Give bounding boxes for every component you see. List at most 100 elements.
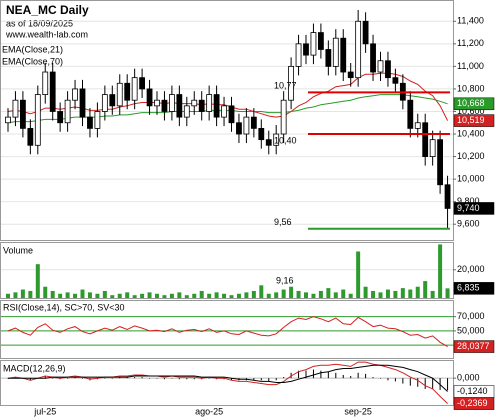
histogram-bar	[67, 378, 69, 379]
candle-body	[221, 105, 227, 118]
volume-bar	[50, 290, 55, 298]
last-value-label: 10,519	[457, 115, 485, 125]
candle-body	[12, 99, 19, 118]
histogram-bar	[357, 372, 359, 379]
histogram-bar	[156, 378, 158, 379]
chart-subtitle: as of 18/09/2025	[6, 18, 73, 28]
candle-body	[236, 122, 242, 135]
histogram-bar	[380, 378, 381, 379]
y-tick-label: 20,000	[457, 264, 485, 274]
volume-bar	[378, 292, 383, 298]
histogram-bar	[82, 378, 83, 379]
histogram-bar	[268, 378, 270, 382]
histogram-bar	[149, 378, 151, 379]
chart-title: NEA_MC Daily	[6, 3, 89, 17]
histogram-bar	[387, 378, 389, 381]
candle-body	[392, 77, 399, 84]
volume-bar	[117, 293, 122, 298]
candle-body	[94, 111, 101, 129]
volume-bar	[13, 292, 18, 298]
candle-body	[124, 82, 131, 101]
volume-bar	[125, 292, 130, 298]
candle-body	[258, 127, 265, 141]
histogram-bar	[208, 378, 210, 379]
y-tick-label: 9,600	[457, 219, 480, 229]
histogram-bar	[260, 378, 262, 381]
volume-bar	[155, 293, 159, 298]
volume-panel	[0, 242, 454, 299]
volume-bar	[274, 292, 279, 298]
candle-body	[280, 99, 287, 135]
legend-entry: EMA(Close,70)	[2, 56, 63, 66]
candle-body	[64, 99, 71, 124]
volume-bar	[222, 293, 227, 298]
volume-bar	[140, 293, 145, 298]
candle-body	[183, 105, 190, 118]
candle-body	[295, 43, 302, 67]
source: www.wealth-lab.com	[5, 29, 88, 39]
volume-bar	[6, 293, 10, 298]
histogram-bar	[119, 377, 121, 379]
candle-body	[310, 32, 317, 56]
volume-bar	[415, 286, 420, 298]
last-value-label: 28,0377	[457, 341, 490, 351]
volume-bar	[43, 286, 48, 298]
candle-body	[414, 122, 421, 129]
x-tick-label: ago-25	[195, 406, 223, 416]
histogram-bar	[216, 378, 218, 380]
candle-body	[161, 99, 168, 112]
volume-bar	[236, 293, 241, 298]
volume-bar	[110, 295, 115, 298]
volume-bar	[393, 290, 398, 298]
y-tick-label: 10,800	[457, 83, 485, 93]
candle-body	[57, 111, 64, 124]
volume-bar	[28, 290, 33, 298]
volume-bar	[162, 295, 167, 298]
volume-bar	[445, 288, 450, 298]
histogram-bar	[312, 369, 314, 379]
histogram-bar	[305, 370, 307, 379]
candle-body	[154, 99, 160, 107]
candle-body	[146, 88, 153, 107]
last-value-label: -0,1240	[457, 386, 488, 396]
volume-bar	[147, 292, 152, 298]
level-label: 9,56	[274, 217, 292, 227]
histogram-bar	[171, 378, 173, 379]
candle-body	[116, 82, 123, 107]
candle-body	[213, 94, 220, 118]
volume-bar	[438, 244, 443, 298]
volume-bar	[371, 290, 376, 298]
candle-body	[228, 105, 235, 124]
y-tick-label: 50,000	[457, 325, 485, 335]
candle-body	[325, 49, 332, 67]
candle-body	[243, 116, 250, 135]
histogram-bar	[29, 378, 31, 381]
histogram-bar	[104, 378, 106, 379]
histogram-bar	[342, 374, 344, 379]
panel-title: MACD(12,26,9)	[3, 363, 66, 373]
histogram-bar	[44, 376, 46, 379]
histogram-bar	[350, 376, 352, 379]
candle-body	[101, 94, 108, 112]
last-value-box	[453, 114, 495, 127]
candle-body	[362, 20, 369, 45]
candle-body	[49, 71, 56, 112]
histogram-bar	[178, 378, 180, 380]
candle-body	[34, 94, 41, 146]
histogram-bar	[126, 377, 128, 379]
y-tick-label: 10,000	[457, 173, 485, 183]
x-tick-label: jul-25	[33, 406, 56, 416]
candle-body	[109, 94, 116, 107]
volume-bar	[296, 290, 301, 298]
histogram-bar	[111, 378, 113, 379]
volume-bar	[304, 292, 308, 298]
volume-bar	[289, 286, 294, 298]
histogram-bar	[186, 378, 188, 380]
candle-body	[87, 116, 93, 129]
histogram-bar	[298, 370, 300, 379]
candle-body	[273, 133, 280, 146]
volume-bar	[229, 295, 234, 298]
histogram-bar	[402, 378, 404, 384]
macd-panel	[0, 360, 454, 406]
